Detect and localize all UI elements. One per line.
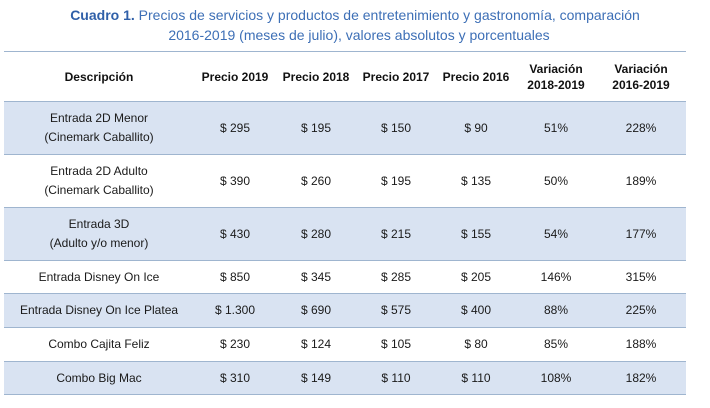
cell-precio-2019: $ 430 <box>219 226 251 241</box>
cell-precio-2019: $ 1.300 <box>214 303 256 317</box>
cell-variacion-2016-2019: 225% <box>625 303 657 317</box>
header-precio-2017: Precio 2017 <box>356 51 436 102</box>
cell-precio-2019: $ 310 <box>219 370 251 385</box>
cell-descripcion: Entrada Disney On Ice <box>38 269 160 284</box>
cell-variacion-2018-2019: 50% <box>543 173 569 188</box>
cell-variacion-2016-2019: 182% <box>625 370 657 385</box>
table-header-row: Descripción Precio 2019 Precio 2018 Prec… <box>4 51 686 102</box>
table-row: Entrada Disney On Ice Platea $ 1.300 $ 6… <box>4 293 686 328</box>
caption-title-part-1: Precios de servicios y productos de entr… <box>138 7 640 23</box>
cell-variacion-2016-2019: 189% <box>625 173 657 188</box>
cell-variacion-2018-2019: 146% <box>540 269 572 284</box>
cell-precio-2016: $ 110 <box>461 370 491 385</box>
header-precio-2016: Precio 2016 <box>436 51 516 102</box>
descripcion-line-1: Entrada 2D Menor <box>49 111 149 125</box>
cell-precio-2018: $ 124 <box>300 337 332 351</box>
table-row: Combo Big Mac $ 310 $ 149 $ 110 $ 110 10… <box>4 361 686 395</box>
cell-precio-2019: $ 850 <box>219 269 251 284</box>
cell-precio-2017: $ 575 <box>380 303 412 317</box>
cell-precio-2018: $ 149 <box>300 370 332 385</box>
cell-precio-2019: $ 230 <box>219 337 251 351</box>
cell-precio-2019: $ 390 <box>219 173 251 188</box>
cell-precio-2016: $ 400 <box>460 303 492 317</box>
header-variacion-2016-2019: Variación 2016-2019 <box>596 51 686 102</box>
table-row: Entrada Disney On Ice $ 850 $ 345 $ 285 … <box>4 261 686 294</box>
cell-variacion-2018-2019: 54% <box>543 226 569 241</box>
header-descripcion: Descripción <box>4 51 194 102</box>
cell-precio-2016: $ 155 <box>460 226 492 241</box>
header-variacion-range: 2018-2019 <box>527 77 585 92</box>
cell-descripcion: Combo Big Mac <box>56 370 142 385</box>
header-variacion-2018-2019: Variación 2018-2019 <box>516 51 596 102</box>
header-precio-2018: Precio 2018 <box>276 51 356 102</box>
descripcion-line-2: (Adulto y/o menor) <box>49 236 149 250</box>
cell-precio-2016: $ 90 <box>464 120 488 135</box>
table-row: Entrada 2D Adulto (Cinemark Caballito) $ … <box>4 155 686 208</box>
cell-descripcion: Entrada 2D Menor (Cinemark Caballito) <box>4 102 194 155</box>
caption-line-1: Cuadro 1. Precios de servicios y product… <box>0 5 710 25</box>
table-row: Entrada 2D Menor (Cinemark Caballito) $ 2… <box>4 101 686 155</box>
cell-variacion-2018-2019: 88% <box>543 303 569 317</box>
cell-precio-2016: $ 205 <box>460 269 492 284</box>
cell-precio-2018: $ 690 <box>300 303 332 317</box>
caption-title-part-2: 2016-2019 (meses de julio), valores abso… <box>168 27 550 43</box>
table-row: Entrada 3D (Adulto y/o menor) $ 430 $ 280… <box>4 207 686 261</box>
cell-precio-2017: $ 195 <box>380 173 412 188</box>
descripcion-line-1: Entrada 3D <box>68 217 130 231</box>
descripcion-line-1: Entrada 2D Adulto <box>50 164 148 178</box>
header-variacion-label: Variación <box>529 61 583 76</box>
header-variacion-label: Variación <box>614 61 668 76</box>
descripcion-line-2: (Cinemark Caballito) <box>44 130 154 144</box>
cell-precio-2018: $ 345 <box>300 269 332 284</box>
caption-label: Cuadro 1. <box>70 7 135 23</box>
cell-precio-2018: $ 260 <box>300 173 332 188</box>
cell-precio-2016: $ 135 <box>460 173 492 188</box>
header-variacion-range: 2016-2019 <box>612 77 670 92</box>
cell-variacion-2016-2019: 228% <box>625 120 657 135</box>
cell-variacion-2016-2019: 188% <box>625 337 657 351</box>
cell-variacion-2018-2019: 108% <box>540 370 572 385</box>
cell-precio-2017: $ 150 <box>380 120 412 135</box>
cell-variacion-2016-2019: 315% <box>625 269 657 284</box>
cell-precio-2017: $ 110 <box>381 370 411 385</box>
cell-precio-2017: $ 215 <box>380 226 412 241</box>
header-precio-2019: Precio 2019 <box>194 51 276 102</box>
cell-precio-2016: $ 80 <box>464 337 488 351</box>
cell-variacion-2016-2019: 177% <box>625 226 657 241</box>
descripcion-line-2: (Cinemark Caballito) <box>44 183 154 197</box>
cell-precio-2018: $ 195 <box>300 120 332 135</box>
cell-precio-2017: $ 285 <box>380 269 412 284</box>
table-row: Combo Cajita Feliz $ 230 $ 124 $ 105 $ 8… <box>4 328 686 362</box>
cell-descripcion: Combo Cajita Feliz <box>48 337 150 351</box>
table-caption: Cuadro 1. Precios de servicios y product… <box>0 5 710 45</box>
cell-precio-2018: $ 280 <box>300 226 332 241</box>
cell-precio-2017: $ 105 <box>380 337 412 351</box>
cell-variacion-2018-2019: 85% <box>543 337 569 351</box>
cell-variacion-2018-2019: 51% <box>543 120 569 135</box>
price-comparison-table: Descripción Precio 2019 Precio 2018 Prec… <box>4 51 686 395</box>
cell-descripcion: Entrada 3D (Adulto y/o menor) <box>4 208 194 261</box>
cell-descripcion: Entrada 2D Adulto (Cinemark Caballito) <box>4 155 194 208</box>
cell-descripcion: Entrada Disney On Ice Platea <box>19 303 179 317</box>
cell-precio-2019: $ 295 <box>219 120 251 135</box>
